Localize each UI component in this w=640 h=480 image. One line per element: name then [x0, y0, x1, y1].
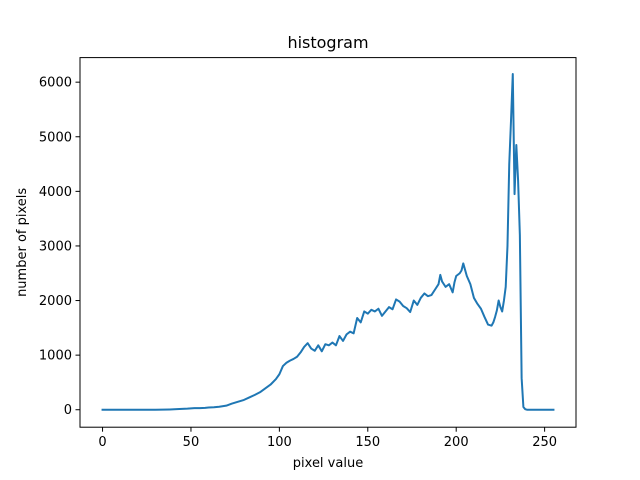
histogram-line: [101, 72, 555, 411]
x-tick-label: 150: [355, 435, 380, 450]
y-tick-label: 4000: [39, 185, 72, 200]
y-tick-label: 0: [64, 403, 72, 418]
x-tick-label: 200: [444, 435, 469, 450]
y-axis-title: number of pixels: [15, 188, 30, 297]
y-tick-label: 3000: [39, 239, 72, 254]
chart-title: histogram: [287, 33, 368, 52]
x-tick-label: 50: [183, 435, 200, 450]
x-axis-ticks: 0 50 100 150 200 250: [98, 427, 557, 450]
y-tick-label: 2000: [39, 294, 72, 309]
x-tick-label: 100: [267, 435, 292, 450]
y-tick-label: 6000: [39, 76, 72, 91]
x-tick-label: 250: [532, 435, 557, 450]
x-tick-label: 0: [98, 435, 106, 450]
plot-frame: [79, 57, 577, 428]
plot-background: [80, 57, 576, 428]
y-axis-ticks: 0 1000 2000 3000 4000 5000 6000: [39, 76, 80, 418]
y-tick-label: 1000: [39, 349, 72, 364]
x-axis-title: pixel value: [293, 456, 363, 471]
y-tick-label: 5000: [39, 130, 72, 145]
